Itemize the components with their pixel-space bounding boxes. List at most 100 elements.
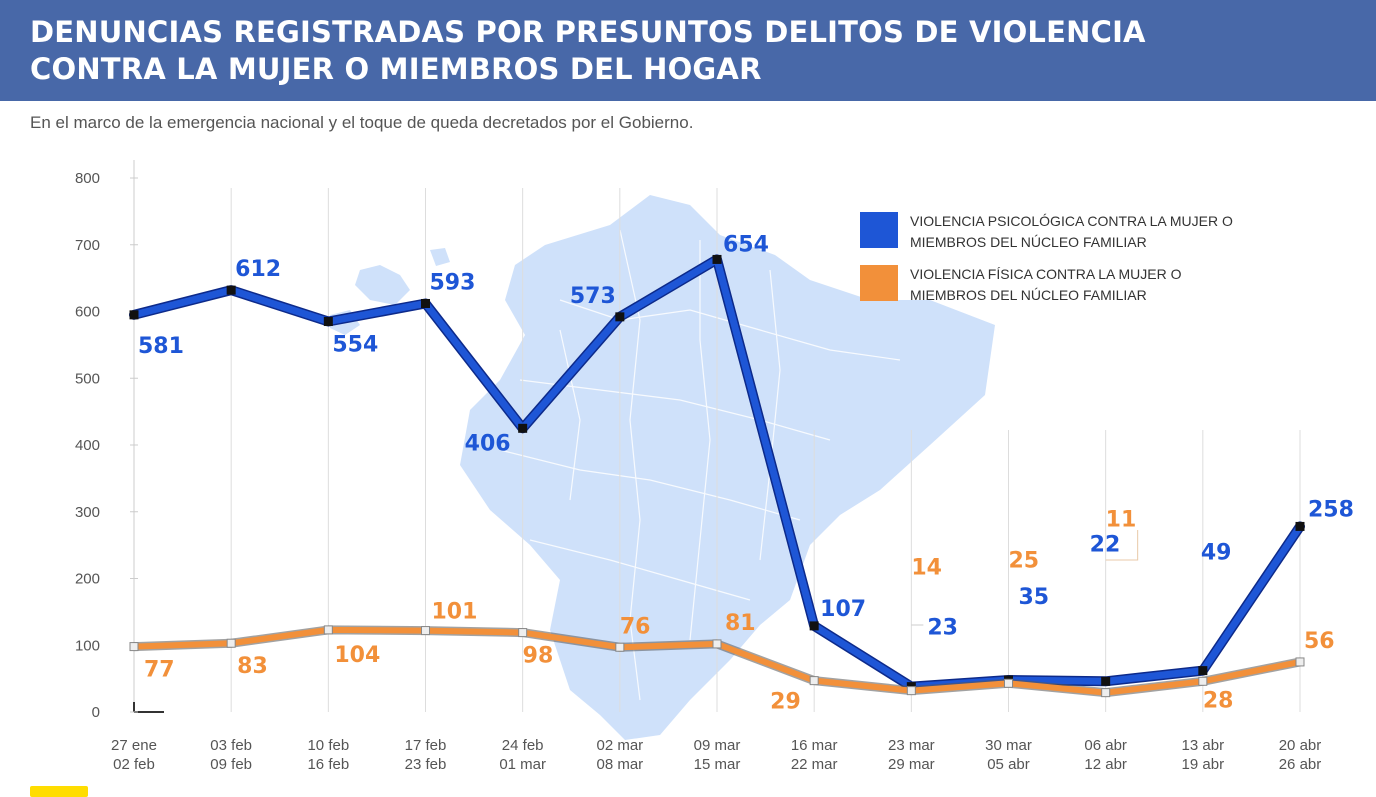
legend-label-physical: MIEMBROS DEL NÚCLEO FAMILIAR [910,287,1147,303]
y-tick-label: 600 [75,304,100,321]
label-leader-line [1105,530,1139,561]
data-label-physical: 56 [1304,629,1335,654]
header-banner [0,0,1376,101]
x-tick-label: 06 abr 12 abr [1084,737,1127,773]
data-label-physical: 28 [1203,688,1234,713]
data-point-physical [226,638,236,648]
x-tick-line-2: 19 abr [1182,756,1225,773]
x-tick-label: 13 abr 19 abr [1182,737,1225,773]
data-point-psychological [615,312,625,322]
data-label-psychological: 593 [430,270,476,295]
legend-swatch-psychological [860,212,898,248]
legend-label-physical: VIOLENCIA FÍSICA CONTRA LA MUJER O [910,266,1182,282]
x-tick-line-2: 26 abr [1279,756,1322,773]
legend-label-psychological: VIOLENCIA PSICOLÓGICA CONTRA LA MUJER O [910,213,1233,229]
x-tick-line-1: 27 ene [111,737,157,754]
x-tick-line-1: 13 abr [1182,737,1225,754]
chart-data-labels: 581 612 554 593 406 573 654 107 23 35 22 49 258 77 83 1… [138,232,1354,714]
data-point-psychological [129,310,139,320]
data-label-physical: 14 [911,556,942,581]
chart-axes: 0 100 200 300 400 500 600 700 800 27 ene 02 feb 03 … [75,160,1321,773]
data-point-physical [1295,657,1305,667]
y-tick-label: 400 [75,437,100,454]
legend-swatch-physical [860,265,898,301]
data-point-psychological [1295,521,1305,531]
data-label-psychological: 49 [1201,541,1232,566]
x-tick-label: 09 mar 15 mar [694,737,741,773]
data-point-physical [1101,688,1111,698]
data-point-physical [421,626,430,636]
x-tick-label: 27 ene 02 feb [111,737,157,773]
data-label-physical: 101 [432,600,478,625]
x-tick-line-2: 16 feb [307,756,349,773]
x-tick-line-2: 02 feb [113,756,155,773]
x-tick-line-1: 09 mar [694,737,741,754]
x-tick-line-2: 23 feb [405,756,447,773]
y-tick-label: 200 [75,571,100,588]
x-tick-line-2: 09 feb [210,756,252,773]
data-label-psychological: 107 [820,597,866,622]
data-label-psychological: 22 [1090,532,1121,557]
x-tick-line-1: 03 feb [210,737,252,754]
x-tick-line-2: 15 mar [694,756,741,773]
data-point-psychological [712,254,722,264]
data-label-physical: 29 [770,690,801,715]
data-label-physical: 25 [1009,548,1040,573]
x-tick-line-2: 12 abr [1084,756,1127,773]
x-tick-line-2: 08 mar [596,756,643,773]
decorative-yellow-mark [30,786,88,797]
x-tick-label: 17 feb 23 feb [405,737,447,773]
x-tick-label: 02 mar 08 mar [596,737,643,773]
title-line-2: CONTRA LA MUJER O MIEMBROS DEL HOGAR [30,52,762,86]
data-label-psychological: 612 [235,257,281,282]
data-label-psychological: 35 [1019,585,1050,610]
data-point-psychological [809,621,819,631]
legend-label-psychological: MIEMBROS DEL NÚCLEO FAMILIAR [910,234,1147,250]
x-tick-label: 10 feb 16 feb [307,737,349,773]
data-label-psychological: 258 [1308,497,1354,522]
data-label-psychological: 406 [465,431,511,456]
data-label-psychological: 573 [570,284,616,309]
x-tick-label: 30 mar 05 abr [985,737,1032,773]
data-point-physical [906,686,916,696]
x-tick-line-2: 01 mar [499,756,546,773]
title-line-1: DENUNCIAS REGISTRADAS POR PRESUNTOS DELI… [30,15,1146,49]
page-title: DENUNCIAS REGISTRADAS POR PRESUNTOS DELI… [30,14,1146,88]
y-tick-label: 300 [75,504,100,521]
data-label-physical: 11 [1106,508,1137,533]
data-point-psychological [421,298,430,308]
data-label-physical: 81 [725,611,756,636]
y-tick-label: 100 [75,637,100,654]
data-point-physical [518,628,528,638]
data-point-psychological [226,285,236,295]
x-tick-label: 24 feb 01 mar [499,737,546,773]
subtitle: En el marco de la emergencia nacional y … [30,113,694,132]
x-tick-label: 20 abr 26 abr [1279,737,1322,773]
y-tick-label: 700 [75,237,100,254]
data-point-physical [809,676,819,686]
data-point-psychological [1101,676,1111,686]
data-point-physical [129,642,139,652]
x-tick-line-1: 10 feb [307,737,349,754]
x-tick-label: 23 mar 29 mar [888,737,935,773]
data-label-physical: 76 [620,614,651,639]
data-point-physical [1004,678,1013,688]
y-tick-label: 800 [75,170,100,187]
data-point-physical [1198,676,1208,686]
data-point-psychological [1198,666,1208,676]
x-tick-line-1: 17 feb [405,737,447,754]
y-tick-label: 0 [92,704,100,721]
data-point-physical [712,639,722,649]
data-point-physical [323,625,333,635]
x-tick-line-1: 02 mar [596,737,643,754]
data-label-psychological: 654 [723,232,769,257]
x-tick-line-2: 22 mar [791,756,838,773]
data-point-physical [615,642,625,652]
x-tick-line-2: 05 abr [987,756,1030,773]
x-tick-label: 16 mar 22 mar [791,737,838,773]
x-tick-line-1: 23 mar [888,737,935,754]
data-label-psychological: 554 [332,333,378,358]
data-label-physical: 104 [334,643,380,668]
x-tick-line-1: 30 mar [985,737,1032,754]
